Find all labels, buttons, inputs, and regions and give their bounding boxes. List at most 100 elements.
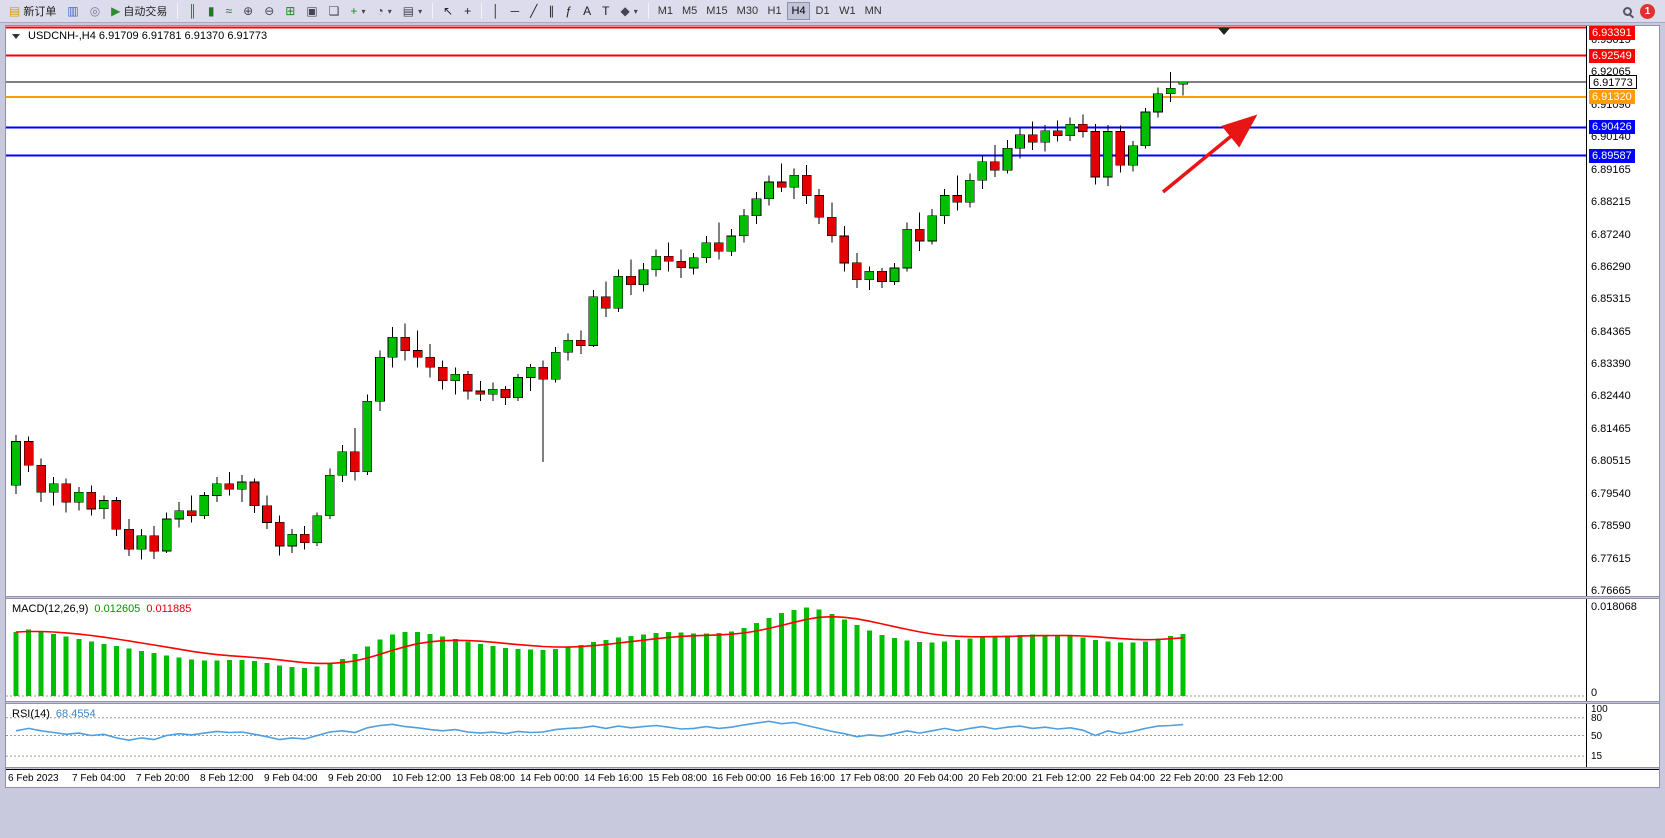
rsi-axis[interactable]: 100 80 50 15 <box>1586 704 1659 767</box>
chart-menu-icon[interactable] <box>12 33 20 39</box>
text-label-button[interactable]: T <box>597 2 614 21</box>
bar-chart-icon: ║ <box>188 4 197 18</box>
time-axis-label: 6 Feb 2023 <box>8 773 59 784</box>
hline-price-badge: 6.91320 <box>1589 90 1635 104</box>
chart-window: USDCNH-,H4 6.91709 6.91781 6.91370 6.917… <box>5 25 1660 788</box>
macd-plot[interactable] <box>6 599 1587 701</box>
new-order-button[interactable]: ▤ 新订单 <box>4 2 61 21</box>
macd-signal-value: 0.011885 <box>146 603 192 615</box>
rsi-plot[interactable] <box>6 704 1587 767</box>
zoom-in-icon: ⊕ <box>243 4 254 18</box>
cursor-button[interactable]: ↖ <box>438 2 458 21</box>
line-chart-icon: ≈ <box>225 4 233 18</box>
candlestick-plot[interactable] <box>6 26 1587 596</box>
rsi-axis-label: 50 <box>1591 731 1603 742</box>
vertical-line-icon: │ <box>492 4 500 18</box>
arrange-windows-icon: ▣ <box>306 4 318 18</box>
panel-splitter[interactable] <box>6 767 1659 769</box>
rsi-axis-label: 15 <box>1591 751 1603 762</box>
channel-button[interactable]: ∥ <box>543 2 559 21</box>
text-button[interactable]: A <box>578 2 596 21</box>
timeframe-button-w1[interactable]: W1 <box>839 5 856 17</box>
time-axis-label: 8 Feb 12:00 <box>200 773 254 784</box>
panel-splitter[interactable] <box>6 701 1659 704</box>
horizontal-line-icon: ─ <box>510 4 520 18</box>
text-icon: A <box>583 4 592 18</box>
time-axis-label: 9 Feb 20:00 <box>328 773 382 784</box>
bar-chart-button[interactable]: ║ <box>183 2 202 21</box>
time-axis-label: 20 Feb 20:00 <box>968 773 1027 784</box>
alerts-icon: ◎ <box>89 4 101 18</box>
macd-axis-label: 0.018068 <box>1591 601 1637 613</box>
autotrading-icon: ▶ <box>111 4 121 18</box>
price-axis-label: 6.77615 <box>1591 553 1631 565</box>
time-axis-label: 7 Feb 20:00 <box>136 773 190 784</box>
hline-price-badge: 6.89587 <box>1589 149 1635 163</box>
tile-windows-button[interactable]: ⊞ <box>280 2 300 21</box>
trendline-button[interactable]: ╱ <box>525 2 542 21</box>
cascade-windows-icon: ❏ <box>328 4 340 18</box>
time-axis-label: 20 Feb 04:00 <box>904 773 963 784</box>
timeframe-button-h1[interactable]: H1 <box>767 5 782 17</box>
toolbar-separator <box>647 3 649 19</box>
time-axis-label: 22 Feb 04:00 <box>1096 773 1155 784</box>
price-axis-label: 6.88215 <box>1591 196 1631 208</box>
rsi-panel: RSI(14) 68.4554 100 80 50 15 <box>6 704 1659 767</box>
price-axis-label: 6.76665 <box>1591 585 1631 597</box>
timeframe-button-m30[interactable]: M30 <box>736 5 759 17</box>
vertical-line-button[interactable]: │ <box>487 2 505 21</box>
toolbar-buttons: ▤ 新订单 ▥ ◎ ▶ 自动交易 ║ ▮ ≈ ⊕ ⊖ ⊞ ▣ ❏ + ▾ ◔ ▾ ▤ ▾ ↖ + │ ─ ╱ ∥ ƒ A T ◆ ▾ M1 M5… <box>4 0 886 22</box>
toolbar-separator <box>481 3 483 19</box>
search-icon[interactable] <box>1623 6 1632 16</box>
macd-axis-label: 0 <box>1591 687 1598 699</box>
time-axis-label: 22 Feb 20:00 <box>1160 773 1219 784</box>
market-depth-button[interactable]: ▥ <box>62 2 83 21</box>
templates-button[interactable]: ▤ ▾ <box>398 2 427 21</box>
toolbar-right: 1 <box>1623 3 1661 19</box>
panel-splitter[interactable] <box>6 596 1659 599</box>
time-axis-label: 10 Feb 12:00 <box>392 773 451 784</box>
autotrading-button[interactable]: ▶ 自动交易 <box>106 2 172 21</box>
time-axis-label: 16 Feb 16:00 <box>776 773 835 784</box>
toolbar-separator <box>432 3 434 19</box>
chevron-down-icon: ▾ <box>361 6 366 16</box>
price-axis[interactable]: 6.93015 6.92065 6.91090 6.90140 6.89165 6.882… <box>1586 26 1659 597</box>
time-axis-label: 16 Feb 00:00 <box>712 773 771 784</box>
time-axis[interactable]: 6 Feb 2023 7 Feb 04:00 7 Feb 20:00 8 Feb 12… <box>6 769 1659 787</box>
timeframe-button-h4[interactable]: H4 <box>787 2 811 20</box>
arrange-windows-button[interactable]: ▣ <box>301 2 322 21</box>
indicators-add-icon: + <box>350 4 358 18</box>
zoom-out-icon: ⊖ <box>264 4 275 18</box>
price-axis-label: 6.80515 <box>1591 455 1631 467</box>
notification-badge[interactable]: 1 <box>1640 3 1655 19</box>
new-order-icon: ▤ <box>9 4 21 18</box>
horizontal-line-button[interactable]: ─ <box>506 2 525 21</box>
indicators-button[interactable]: + ▾ <box>345 2 370 21</box>
zoom-out-button[interactable]: ⊖ <box>259 2 279 21</box>
price-axis-label: 6.86290 <box>1591 261 1631 273</box>
candlestick-chart-button[interactable]: ▮ <box>203 2 220 21</box>
timeframe-button-d1[interactable]: D1 <box>815 5 830 17</box>
rsi-axis-label: 80 <box>1591 713 1603 724</box>
timeframe-button-m15[interactable]: M15 <box>706 5 728 17</box>
zoom-in-button[interactable]: ⊕ <box>238 2 258 21</box>
timeframe-button-mn[interactable]: MN <box>864 5 882 17</box>
crosshair-button[interactable]: + <box>459 2 476 21</box>
price-axis-label: 6.90140 <box>1591 131 1631 143</box>
timeframe-button-m1[interactable]: M1 <box>657 5 673 17</box>
timeframe-button-m5[interactable]: M5 <box>681 5 698 17</box>
price-axis-label: 6.82440 <box>1591 390 1631 402</box>
workspace: USDCNH-,H4 6.91709 6.91781 6.91370 6.917… <box>0 23 1665 838</box>
new-order-button-label: 新订单 <box>23 6 57 18</box>
macd-panel: MACD(12,26,9) 0.012605 0.011885 0.018068… <box>6 599 1659 701</box>
macd-axis[interactable]: 0.018068 0 <box>1586 599 1659 701</box>
cascade-windows-button[interactable]: ❏ <box>324 2 345 21</box>
crosshair-icon: + <box>464 4 472 18</box>
fibonacci-button[interactable]: ƒ <box>560 2 577 21</box>
periods-button[interactable]: ◔ ▾ <box>371 2 396 21</box>
shapes-button[interactable]: ◆ ▾ <box>615 2 642 21</box>
line-chart-button[interactable]: ≈ <box>221 2 238 21</box>
channel-icon: ∥ <box>548 4 555 18</box>
alerts-button[interactable]: ◎ <box>85 2 105 21</box>
